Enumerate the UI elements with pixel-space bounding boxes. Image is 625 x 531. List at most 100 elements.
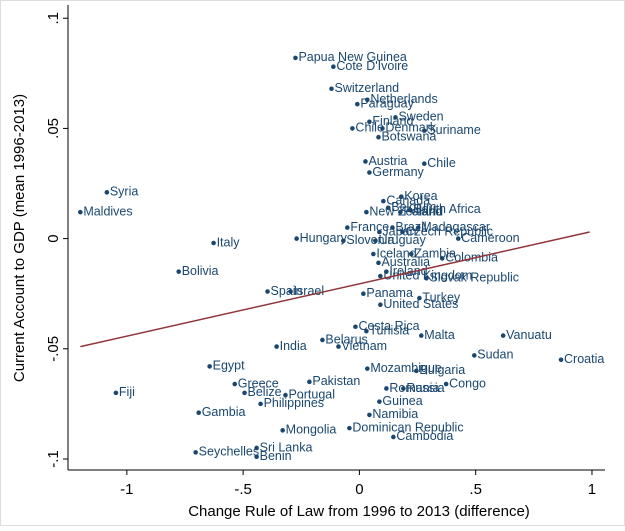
y-tick-label: -.1: [45, 450, 62, 468]
point: [443, 381, 449, 387]
point: [336, 344, 341, 349]
point-label: Malta: [424, 328, 455, 342]
point: [363, 159, 368, 164]
point-label: Turkey: [422, 290, 460, 304]
point-label: Cambodia: [396, 429, 453, 443]
point: [378, 302, 383, 308]
point-label: Suriname: [427, 123, 481, 137]
point: [211, 240, 216, 246]
x-tick-label: .5: [469, 481, 482, 498]
point: [421, 161, 427, 166]
point: [424, 275, 429, 281]
point-label: Sri Lanka: [260, 440, 313, 454]
point-label: Tunisia: [369, 323, 409, 337]
point-label: Mongolia: [286, 423, 337, 437]
point: [378, 273, 383, 279]
point-label: Fiji: [119, 385, 135, 399]
point-label: Benin: [260, 449, 292, 463]
point: [417, 295, 422, 301]
point: [294, 236, 299, 241]
point: [393, 115, 398, 120]
point-label: Costa Rica: [358, 319, 419, 333]
point-label: Belarus: [325, 332, 367, 346]
point-label: Sudan: [477, 348, 513, 362]
point-label: Canada: [386, 193, 430, 207]
point: [373, 238, 378, 244]
point: [418, 333, 424, 338]
point: [367, 412, 372, 418]
point-label: Poland: [403, 204, 442, 218]
point: [307, 379, 312, 385]
point: [113, 390, 119, 396]
point: [329, 86, 334, 92]
point: [265, 289, 270, 294]
point: [376, 134, 381, 140]
point-label: Switzerland: [334, 81, 399, 95]
point-label: Congo: [449, 376, 486, 390]
point-label: Korea: [404, 189, 437, 203]
point: [408, 207, 413, 213]
point: [232, 381, 238, 387]
point: [104, 190, 110, 195]
point: [196, 410, 202, 416]
point-label: Seychelles: [199, 445, 259, 459]
point: [331, 64, 336, 70]
x-tick-label: 1: [588, 481, 596, 498]
point-label: Belize: [248, 385, 282, 399]
point-label: Pakistan: [312, 374, 360, 388]
y-tick-label: -.05: [45, 336, 62, 362]
point: [471, 353, 477, 358]
point: [320, 337, 325, 343]
point: [414, 368, 419, 374]
point-label: Portugal: [288, 387, 335, 401]
point-label: Syria: [110, 185, 139, 199]
point: [274, 344, 279, 349]
point: [384, 386, 389, 391]
point: [361, 291, 366, 296]
point-label: Australia: [381, 255, 430, 269]
point: [341, 238, 346, 244]
point: [176, 269, 182, 274]
point-label: India: [280, 339, 307, 353]
point-label: Bolivia: [182, 264, 219, 278]
point-label: Chile: [355, 121, 384, 135]
point: [421, 128, 427, 133]
point-label: Panama: [366, 286, 413, 300]
point: [381, 198, 386, 204]
point-label: Philippines: [264, 396, 324, 410]
point-label: Romania: [389, 381, 439, 395]
point-label: United Kingdom: [383, 268, 472, 282]
point: [398, 194, 404, 200]
point: [385, 205, 391, 211]
x-tick-label: 0: [355, 481, 363, 498]
point: [254, 445, 259, 451]
y-tick-label: 0: [45, 234, 62, 242]
point-label: Spain: [271, 284, 303, 298]
point-label: Russia: [406, 381, 444, 395]
point-label: New Zealand: [369, 204, 443, 218]
point-label: Belgium: [391, 200, 436, 214]
point: [364, 209, 369, 215]
point: [347, 425, 352, 431]
point: [283, 392, 288, 398]
point-label: Namibia: [372, 407, 418, 421]
point-label: Dominican Republic: [352, 420, 463, 434]
point: [78, 209, 83, 215]
point: [400, 229, 405, 235]
point: [350, 126, 355, 131]
x-axis-title: Change Rule of Law from 1996 to 2013 (di…: [188, 503, 530, 520]
point-label: Mozambique: [370, 361, 442, 375]
point-label: Vietnam: [341, 339, 387, 353]
point: [398, 209, 403, 215]
point-label: Maldives: [83, 204, 132, 218]
point-label: Gambia: [202, 405, 246, 419]
point-label: Austria: [368, 154, 407, 168]
point: [455, 236, 461, 241]
point-label: Greece: [238, 376, 279, 390]
point: [391, 434, 396, 440]
point: [258, 401, 263, 407]
point-label: Germany: [372, 165, 424, 179]
point-label: Israel: [294, 284, 325, 298]
point-label: Papua New Guinea: [298, 50, 406, 64]
